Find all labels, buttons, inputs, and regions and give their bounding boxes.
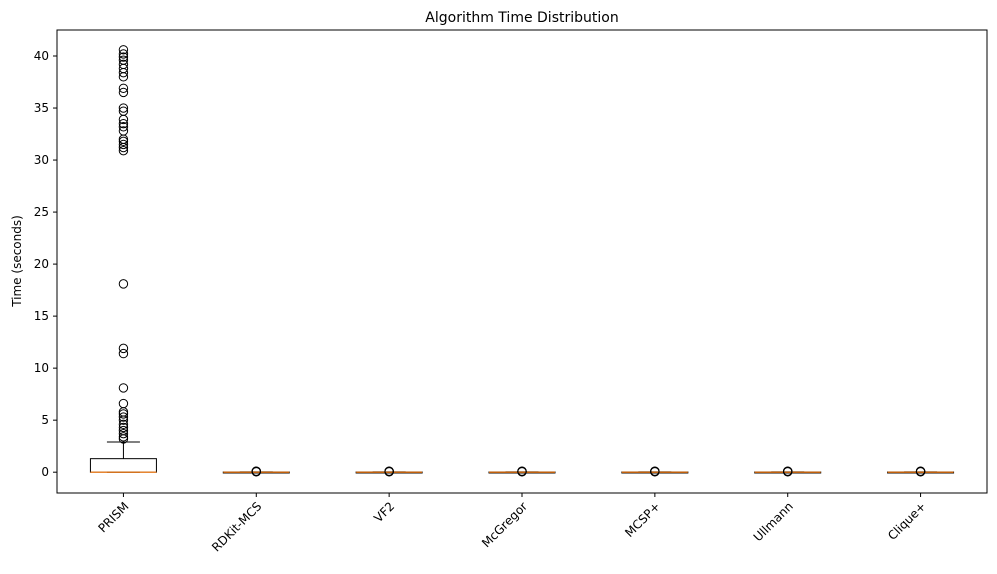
outlier-point <box>118 103 129 113</box>
outlier-point <box>783 466 793 476</box>
outlier-point <box>517 466 527 476</box>
outlier-point <box>915 466 926 476</box>
outlier-point <box>384 466 394 476</box>
y-axis-label: Time (seconds) <box>10 215 24 308</box>
outlier-point <box>118 106 129 116</box>
axes-frame <box>56 29 988 494</box>
y-tick-label: 20 <box>34 257 49 271</box>
outlier-point <box>118 87 129 98</box>
y-tick-label: 0 <box>41 465 49 479</box>
outlier-point <box>118 348 129 359</box>
outlier-point <box>118 126 129 136</box>
y-tick-label: 15 <box>34 309 49 323</box>
outlier-point <box>118 59 129 70</box>
outlier-point <box>118 383 129 393</box>
outlier-point <box>118 45 129 55</box>
outlier-point <box>650 466 660 476</box>
outlier-point <box>118 122 129 132</box>
outlier-point <box>251 466 261 476</box>
y-tick-label: 25 <box>34 205 49 219</box>
outlier-point <box>118 52 129 62</box>
outlier-point <box>118 343 129 354</box>
y-tick-label: 30 <box>34 153 49 167</box>
outlier-point <box>118 425 129 436</box>
outlier-point <box>118 279 129 289</box>
y-tick-label: 35 <box>34 101 49 115</box>
outlier-point <box>118 432 129 442</box>
outlier-point <box>118 145 129 156</box>
outlier-point <box>118 419 129 430</box>
outlier-point <box>118 428 129 439</box>
outlier-point <box>118 139 129 150</box>
chart-title: Algorithm Time Distribution <box>425 10 618 26</box>
outlier-point <box>118 398 129 409</box>
outlier-point <box>118 118 129 129</box>
outlier-point <box>118 412 129 422</box>
y-tick-label: 10 <box>34 361 49 375</box>
y-tick-label: 5 <box>41 413 49 427</box>
outlier-point <box>118 422 129 433</box>
outlier-point <box>118 83 129 93</box>
outlier-point <box>118 55 129 65</box>
outlier-point <box>118 49 129 59</box>
y-tick-label: 40 <box>34 49 49 63</box>
